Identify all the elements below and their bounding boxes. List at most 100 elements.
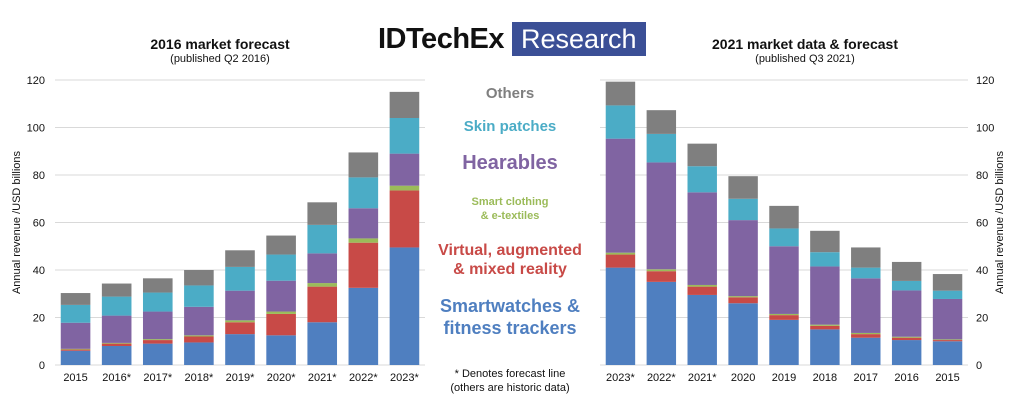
left-y-tick-label: 100 [27,123,45,135]
right-x-tick-label: 2023* [606,372,635,384]
left-y-tick-label: 80 [33,170,45,182]
left-bar-segment [142,343,173,365]
left-y-tick-label: 120 [27,75,45,87]
right-bar-segment [851,337,881,365]
left-bar-segment [348,242,379,288]
left-bar-segment [348,238,379,243]
right-bar-segment [687,143,717,167]
legend-vr-line2: & mixed reality [453,261,567,278]
left-x-tick-label: 2017* [143,372,172,384]
left-bar-segment [225,290,255,321]
left-x-tick-label: 2020* [267,372,296,384]
right-bar-segment [769,205,799,229]
right-bar-segment [891,336,922,338]
right-bar-segment [646,271,677,282]
right-bar-segment [728,297,758,304]
forecast-footnote: * Denotes forecast line (others are hist… [420,368,600,396]
right-x-tick-label: 2016 [894,372,918,384]
left-bar-segment [389,153,420,186]
right-y-tick-label: 120 [976,75,994,87]
right-bar-segment [810,324,840,326]
legend-smartwatches-line2: fitness trackers [443,318,577,338]
legend-smart-clothing-line2: & e-textiles [480,210,540,222]
right-y-tick-label: 40 [976,265,988,277]
right-bar-segment [646,162,677,270]
left-bar-segment [225,320,255,323]
right-y-tick-label: 20 [976,313,988,325]
legend-smartwatches-line1: Smartwatches & [439,296,581,316]
right-bar-segment [605,254,636,268]
left-bar-segment [101,315,132,343]
left-bar-segment [184,285,214,307]
right-bar-segment [810,230,840,253]
left-bar-segment [101,283,132,297]
left-bar-segment [60,350,91,365]
left-y-tick-label: 0 [39,360,45,372]
left-bar-segment [348,208,379,239]
legend-vr-line1: Virtual, augmented [438,242,582,259]
left-x-tick-label: 2021* [308,372,337,384]
left-y-axis-label: Annual revenue /USD billions [11,150,23,294]
left-bar-segment [225,334,255,365]
left-x-tick-label: 2022* [349,372,378,384]
right-bar-segment [646,110,677,134]
left-bar-segment [142,311,173,340]
right-bar-segment [932,290,963,299]
right-bar-segment [932,339,963,341]
left-y-tick-label: 60 [33,218,45,230]
left-bar-segment [307,286,338,323]
right-x-tick-label: 2017 [854,372,878,384]
left-bar-segment [184,342,214,365]
left-bar-segment [60,322,91,349]
right-bar-segment [646,281,677,365]
left-bar-segment [184,335,214,337]
right-bar-segment [728,176,758,199]
right-y-tick-label: 0 [976,360,982,372]
right-x-tick-label: 2018 [813,372,837,384]
legend-smart-clothing-line1: Smart clothing [471,196,549,208]
right-bar-segment [932,341,963,365]
right-bar-segment [891,337,922,341]
right-bar-segment [728,296,758,298]
left-bar-segment [307,253,338,284]
right-x-tick-label: 2015 [935,372,959,384]
right-y-axis-label: Annual revenue /USD billions [994,150,1006,294]
legend-hearables: Hearables [462,152,558,174]
left-bar-segment [266,254,296,281]
left-chart-title: 2016 market forecast [150,36,290,52]
right-bar-segment [891,340,922,365]
right-bar-segment [851,334,881,338]
left-chart-subtitle: (published Q2 2016) [170,53,270,65]
left-bar-segment [101,342,132,344]
left-bar-segment [184,270,214,286]
logo-research-box: Research [512,22,646,56]
right-bar-segment [687,286,717,295]
left-bar-segment [60,293,91,305]
right-x-tick-label: 2020 [731,372,755,384]
right-bar-segment [891,290,922,337]
right-bar-segment [769,319,799,365]
right-bar-segment [605,81,636,106]
left-bar-segment [101,346,132,365]
right-bar-segment [646,269,677,272]
right-x-tick-label: 2019 [772,372,796,384]
left-x-tick-label: 2023* [390,372,419,384]
left-bar-segment [184,336,214,343]
left-bar-segment [101,296,132,316]
right-y-tick-label: 60 [976,218,988,230]
left-bar-segment [225,266,255,291]
left-bar-segment [266,335,296,365]
left-bar-segment [266,235,296,255]
footnote-line1: * Denotes forecast line [454,368,566,380]
right-bar-segment [687,294,717,365]
right-x-tick-label: 2021* [688,372,717,384]
left-bar-segment [60,304,91,323]
left-y-tick-label: 20 [33,313,45,325]
left-bar-segment [225,322,255,335]
right-bar-segment [769,313,799,316]
left-bar-segment [389,190,420,248]
left-bar-segment [142,292,173,312]
right-bar-segment [810,266,840,325]
right-bar-segment [687,284,717,287]
left-x-tick-label: 2019* [226,372,255,384]
